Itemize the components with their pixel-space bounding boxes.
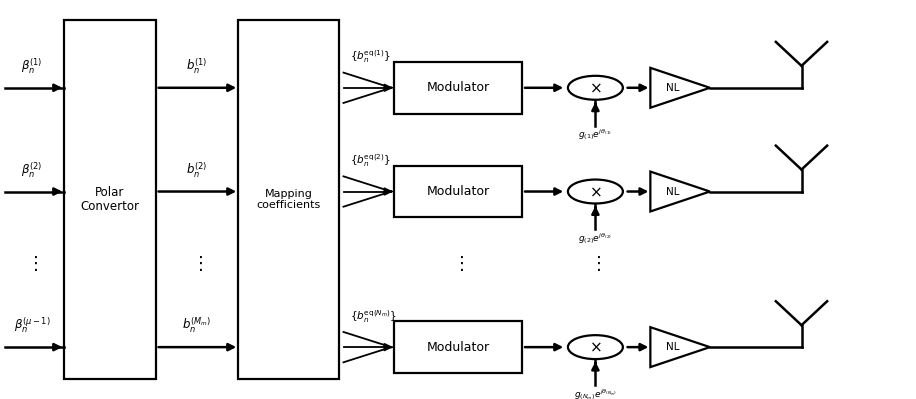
Text: NL: NL	[666, 186, 680, 197]
Text: $\vdots$: $\vdots$	[191, 254, 202, 273]
Text: $g_{(N_m)}e^{j\theta_{(N_m)}}$: $g_{(N_m)}e^{j\theta_{(N_m)}}$	[573, 387, 617, 399]
Text: $b_n^{(M_m)}$: $b_n^{(M_m)}$	[182, 316, 212, 335]
Text: Modulator: Modulator	[427, 81, 489, 94]
Text: NL: NL	[666, 83, 680, 93]
Text: $g_{(2)}e^{j\theta_{(2)}}$: $g_{(2)}e^{j\theta_{(2)}}$	[578, 231, 613, 247]
Text: Polar
Convertor: Polar Convertor	[81, 186, 139, 213]
Text: $b_n^{(2)}$: $b_n^{(2)}$	[186, 160, 208, 180]
Bar	[238, 20, 339, 379]
Text: $\beta_n^{(\mu-1)}$: $\beta_n^{(\mu-1)}$	[14, 316, 50, 335]
Bar	[394, 62, 522, 114]
Text: $\vdots$: $\vdots$	[453, 254, 463, 273]
Text: $\times$: $\times$	[589, 340, 602, 355]
Text: NL: NL	[666, 342, 680, 352]
Text: $\{b_n^{\mathrm{eq}(1)}\}$: $\{b_n^{\mathrm{eq}(1)}\}$	[350, 49, 391, 65]
Text: $\times$: $\times$	[589, 184, 602, 199]
Text: $\vdots$: $\vdots$	[27, 254, 38, 273]
Text: Modulator: Modulator	[427, 341, 489, 354]
Text: $\beta_n^{(1)}$: $\beta_n^{(1)}$	[21, 56, 43, 76]
Text: $\beta_n^{(2)}$: $\beta_n^{(2)}$	[21, 160, 43, 180]
Text: $\vdots$: $\vdots$	[590, 254, 601, 273]
Bar	[64, 20, 156, 379]
Text: $g_{(1)}e^{j\theta_{(1)}}$: $g_{(1)}e^{j\theta_{(1)}}$	[578, 128, 613, 143]
Text: $\times$: $\times$	[589, 80, 602, 95]
Text: $\{b_n^{\mathrm{eq}(N_m)}\}$: $\{b_n^{\mathrm{eq}(N_m)}\}$	[350, 308, 397, 325]
Text: Mapping
coefficients: Mapping coefficients	[256, 189, 321, 210]
Text: Modulator: Modulator	[427, 185, 489, 198]
Bar	[394, 166, 522, 217]
Text: $b_n^{(1)}$: $b_n^{(1)}$	[186, 56, 208, 76]
Bar	[394, 321, 522, 373]
Text: $\{b_n^{\mathrm{eq}(2)}\}$: $\{b_n^{\mathrm{eq}(2)}\}$	[350, 152, 391, 169]
